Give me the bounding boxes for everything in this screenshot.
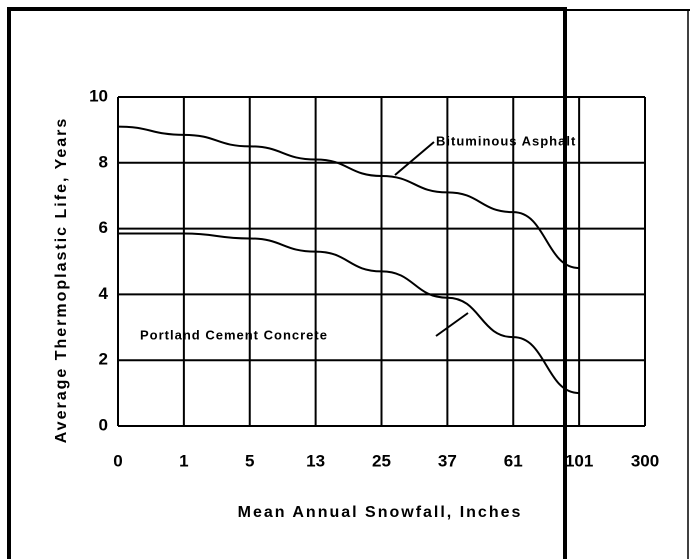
- x-tick-label: 5: [245, 451, 254, 470]
- series-label: Bituminous Asphalt: [436, 133, 576, 148]
- x-tick-label: 61: [504, 451, 523, 470]
- label-arrow: [394, 141, 435, 176]
- label-arrow: [435, 312, 469, 337]
- x-axis-title: Mean Annual Snowfall, Inches: [238, 504, 523, 521]
- line: [118, 232, 580, 395]
- series-label: Portland Cement Concrete: [140, 327, 328, 342]
- y-tick-label: 10: [89, 86, 108, 105]
- y-tick-label: 0: [99, 415, 108, 434]
- x-tick-label: 37: [438, 451, 457, 470]
- x-tick-label: 300: [631, 451, 659, 470]
- y-axis-title: Average Thermoplastic Life, Years: [53, 117, 70, 444]
- x-tick-label: 1: [179, 451, 188, 470]
- y-tick-label: 6: [99, 218, 108, 237]
- x-tick-label: 101: [565, 451, 593, 470]
- y-tick-label: 4: [99, 284, 109, 303]
- y-tick-label: 8: [99, 152, 108, 171]
- frame: [7, 7, 567, 559]
- x-tick-label: 13: [306, 451, 325, 470]
- y-tick-label: 2: [99, 350, 108, 369]
- line: [117, 125, 580, 270]
- x-tick-label: 0: [113, 451, 122, 470]
- x-tick-label: 25: [372, 451, 391, 470]
